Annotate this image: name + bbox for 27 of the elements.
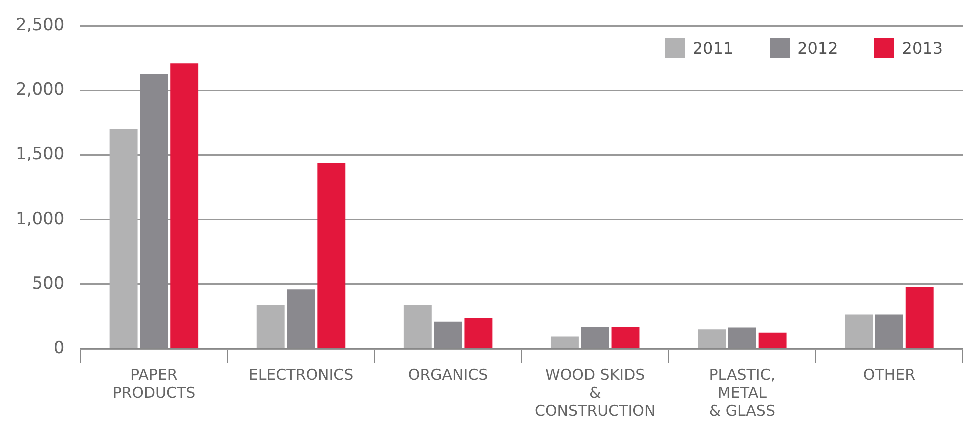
bar xyxy=(845,314,874,348)
bar xyxy=(698,330,726,348)
bar xyxy=(170,64,199,348)
legend-label: 2012 xyxy=(798,38,838,58)
legend-label: 2011 xyxy=(692,38,734,58)
y-tick-label: 0 xyxy=(54,338,65,358)
y-tick-label: 500 xyxy=(32,274,65,294)
bar xyxy=(404,305,432,348)
legend-label: 2013 xyxy=(902,38,943,58)
y-tick-label: 2,500 xyxy=(16,16,65,36)
bar xyxy=(758,332,787,348)
x-tick-label: ORGANICS xyxy=(408,366,488,384)
bar xyxy=(906,287,934,348)
y-tick-label: 2,000 xyxy=(16,80,65,100)
x-tick-label: ELECTRONICS xyxy=(248,366,354,384)
bar xyxy=(464,318,493,348)
x-tick-label: PLASTIC, METAL & GLASS xyxy=(709,366,776,420)
x-tick-label: OTHER xyxy=(863,366,916,384)
bar xyxy=(550,336,579,348)
x-tick-label: PAPER PRODUCTS xyxy=(112,366,196,402)
bar xyxy=(110,129,138,348)
bar xyxy=(318,163,346,348)
bar xyxy=(612,327,640,348)
y-tick-label: 1,500 xyxy=(16,144,65,165)
x-tick-label: WOOD SKIDS & CONSTRUCTION xyxy=(535,366,656,420)
bar xyxy=(256,305,285,348)
y-tick-label: 1,000 xyxy=(16,209,65,230)
